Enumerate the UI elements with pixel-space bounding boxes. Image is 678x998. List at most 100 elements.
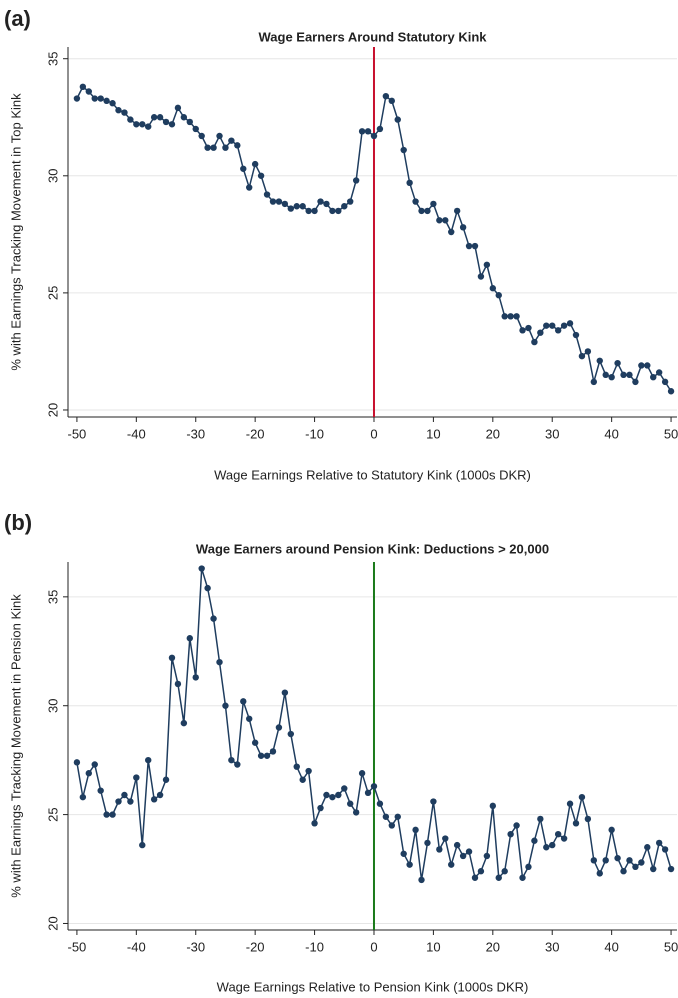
data-point <box>442 217 449 224</box>
data-point <box>560 322 568 329</box>
data-point <box>465 848 473 855</box>
data-point <box>584 348 592 355</box>
data-point <box>311 820 318 827</box>
data-point <box>442 835 449 842</box>
data-point <box>554 830 562 838</box>
data-point <box>376 125 384 133</box>
data-point <box>406 861 413 868</box>
data-point <box>198 565 205 572</box>
y-tick-label: 20 <box>45 403 60 417</box>
x-axis-label: Wage Earnings Relative to Pension Kink (… <box>217 979 529 994</box>
data-point <box>471 874 479 881</box>
data-point <box>370 783 378 790</box>
data-point <box>139 841 146 849</box>
data-point <box>602 371 609 379</box>
data-point <box>311 207 318 215</box>
data-point <box>626 371 633 379</box>
data-point <box>257 172 265 179</box>
data-point <box>513 313 520 320</box>
x-tick-label: 20 <box>486 426 500 441</box>
data-point <box>216 658 223 666</box>
data-point <box>376 800 384 807</box>
data-point <box>596 870 603 877</box>
data-point <box>275 724 283 731</box>
data-point <box>168 654 176 662</box>
data-point <box>240 698 247 705</box>
data-point <box>566 800 574 807</box>
data-point <box>453 841 461 849</box>
x-tick-label: -30 <box>186 939 205 954</box>
data-point <box>246 715 253 722</box>
data-point <box>269 748 277 755</box>
data-point <box>79 83 87 91</box>
data-point <box>133 121 140 128</box>
y-tick-label: 20 <box>45 916 60 930</box>
data-point <box>614 854 621 862</box>
data-point <box>222 702 229 709</box>
data-point <box>73 95 81 102</box>
data-point <box>127 798 134 805</box>
data-point <box>388 97 396 105</box>
x-tick-label: 30 <box>545 426 559 441</box>
data-point <box>109 100 116 107</box>
data-point <box>477 273 485 280</box>
data-point <box>103 97 110 105</box>
data-point <box>347 800 354 807</box>
data-point <box>352 177 360 184</box>
data-point <box>418 207 425 215</box>
data-point <box>661 378 669 386</box>
data-point <box>667 388 675 395</box>
data-point <box>79 793 87 801</box>
data-point <box>234 142 241 149</box>
data-point <box>323 791 330 799</box>
data-point <box>287 730 295 738</box>
data-point <box>596 357 603 364</box>
data-point <box>317 198 324 205</box>
data-point <box>180 719 188 727</box>
data-point <box>608 373 615 381</box>
y-tick-label: 25 <box>45 286 60 300</box>
data-point <box>109 811 116 818</box>
data-point <box>251 739 259 746</box>
data-point <box>281 200 289 208</box>
data-point <box>358 770 366 777</box>
data-point <box>186 635 193 642</box>
data-point <box>299 203 306 210</box>
data-point <box>382 813 390 820</box>
data-point <box>174 104 182 112</box>
data-point <box>566 320 574 327</box>
data-point <box>127 116 134 123</box>
data-point <box>85 770 92 777</box>
data-point <box>121 791 128 799</box>
data-point <box>216 132 223 140</box>
panel-label: (a) <box>4 6 31 31</box>
chart-title: Wage Earners around Pension Kink: Deduct… <box>196 541 549 556</box>
x-tick-label: -50 <box>68 426 87 441</box>
panel-label: (b) <box>4 510 32 535</box>
data-point <box>186 118 193 126</box>
data-point <box>263 752 271 759</box>
data-point <box>489 802 497 810</box>
x-tick-label: -20 <box>246 939 265 954</box>
x-tick-label: 50 <box>664 939 678 954</box>
data-point <box>453 207 461 215</box>
data-point <box>222 144 229 151</box>
data-point <box>412 198 419 205</box>
x-tick-label: -20 <box>246 426 265 441</box>
data-point <box>489 285 497 292</box>
x-tick-label: -40 <box>127 939 146 954</box>
data-point <box>650 865 657 873</box>
data-point <box>251 160 259 168</box>
data-point <box>364 789 372 797</box>
data-point <box>210 615 217 622</box>
data-point <box>424 207 431 215</box>
data-point <box>430 200 437 208</box>
x-tick-label: -30 <box>186 426 205 441</box>
x-tick-label: 0 <box>370 426 377 441</box>
data-point <box>436 846 443 853</box>
data-point <box>418 876 425 884</box>
x-tick-label: 30 <box>545 939 559 954</box>
data-point <box>85 88 92 95</box>
data-point <box>543 844 550 851</box>
